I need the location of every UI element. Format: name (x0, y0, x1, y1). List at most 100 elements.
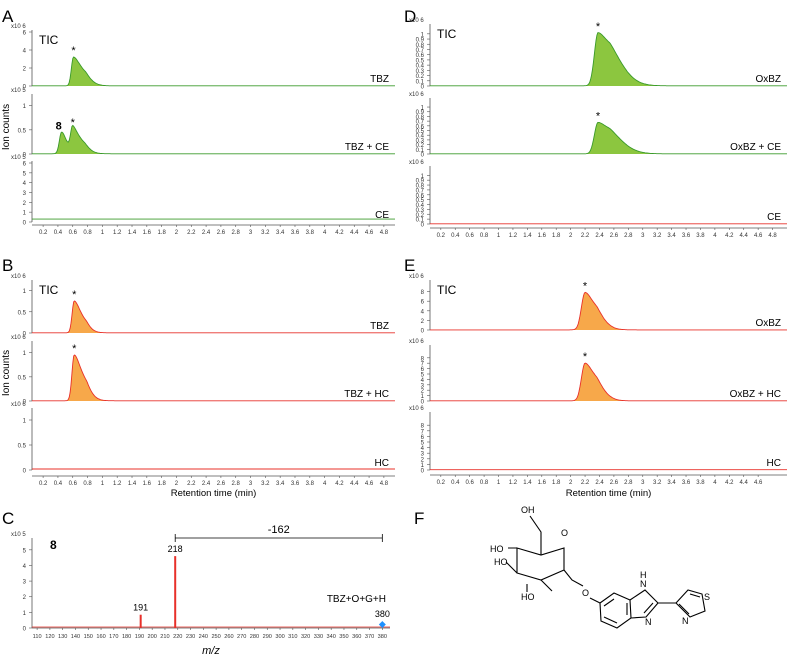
y-tick-label: 5 (421, 373, 425, 379)
x-axis-label: m/z (202, 645, 220, 657)
x-tick-label: 4.6 (365, 481, 374, 487)
x-tick-label: 0.8 (83, 230, 92, 236)
y-exponent-label: x10 6 (11, 274, 26, 280)
label-oh-ch2: OH (521, 505, 535, 515)
panel-letter-d: D (404, 7, 416, 26)
x-tick-label: 2 (175, 230, 179, 236)
x-tick-label: 2.2 (581, 480, 590, 486)
neutral-loss-label: -162 (268, 524, 290, 536)
y-tick-label: 0.8 (416, 115, 425, 121)
x-tick-label: 1.4 (523, 480, 532, 486)
y-tick-label: 0.4 (416, 203, 425, 209)
x-tick-label: 250 (211, 634, 220, 640)
y-tick-label: 1 (23, 351, 27, 357)
tic-label: TIC (39, 33, 59, 47)
x-tick-label: 150 (84, 634, 93, 640)
y-tick-label: 2 (421, 389, 425, 395)
x-tick-label: 110 (33, 634, 42, 640)
x-tick-label: 120 (45, 634, 54, 640)
y-exponent-label: x10 6 (409, 92, 424, 98)
y-tick-label: 6 (421, 300, 425, 306)
y-tick-label: 0.2 (416, 213, 425, 219)
x-tick-label: 0.6 (465, 480, 474, 486)
y-tick-label: 8 (421, 424, 425, 430)
y-tick-label: 4 (23, 49, 27, 55)
y-tick-label: 5 (421, 441, 425, 447)
panel-letter-a: A (2, 7, 14, 26)
y-tick-label: 0.7 (416, 48, 425, 54)
y-tick-label: 2 (421, 319, 425, 325)
y-tick-label: 7 (421, 362, 425, 368)
tic-label: TIC (437, 27, 457, 41)
tic-label: TIC (437, 283, 457, 297)
y-tick-label: 8 (421, 356, 425, 362)
x-tick-label: 0.2 (437, 233, 446, 239)
y-tick-label: 0.7 (416, 120, 425, 126)
x-tick-label: 4.2 (335, 481, 344, 487)
x-tick-label: 2.6 (610, 480, 619, 486)
y-exponent-label: x10 6 (409, 18, 424, 24)
trace-label: TBZ + CE (345, 142, 390, 153)
y-tick-label: 6 (421, 435, 425, 441)
y-tick-label: 0 (23, 85, 27, 91)
x-tick-label: 170 (109, 634, 118, 640)
x-tick-label: 260 (224, 634, 233, 640)
x-tick-label: 3.4 (667, 233, 676, 239)
x-tick-label: 2.8 (232, 230, 241, 236)
y-tick-label: 0 (23, 400, 27, 406)
x-tick-label: 3.2 (653, 480, 662, 486)
x-tick-label: 1.4 (128, 230, 137, 236)
y-tick-label: 1 (421, 463, 425, 469)
x-tick-label: 3 (641, 480, 645, 486)
x-tick-label: 3.6 (682, 480, 691, 486)
x-tick-label: 230 (186, 634, 195, 640)
y-tick-label: 1 (421, 394, 425, 400)
y-tick-label: 4 (421, 378, 425, 384)
x-tick-label: 2.4 (595, 233, 604, 239)
trace-label: TBZ (370, 74, 389, 85)
y-tick-label: 0.1 (416, 218, 425, 224)
chemical-structure (505, 515, 706, 629)
x-tick-label: 4.4 (740, 480, 749, 486)
x-tick-label: 2 (175, 481, 179, 487)
trace-line-oxbz-ce (430, 121, 787, 155)
x-tick-label: 290 (263, 634, 272, 640)
y-tick-label: 3 (23, 191, 27, 197)
tic-label: TIC (39, 283, 59, 297)
x-tick-label: 360 (352, 634, 361, 640)
ch2oh-bond (529, 515, 542, 555)
ms-peak-label: 191 (133, 603, 148, 613)
x-tick-label: 3.8 (696, 233, 705, 239)
x-tick-label: 200 (148, 634, 157, 640)
peak-label: 8 (56, 120, 62, 132)
x-tick-label: 2 (569, 233, 573, 239)
y-tick-label: 7 (421, 429, 425, 435)
y-tick-label: 6 (23, 31, 27, 37)
y-tick-label: 0.1 (416, 79, 425, 85)
y-tick-label: 0.3 (416, 138, 425, 144)
y-tick-label: 4 (421, 309, 425, 315)
y-tick-label: 2 (23, 595, 27, 601)
x-tick-label: 1.2 (509, 480, 518, 486)
y-tick-label: 0 (23, 153, 27, 159)
x-tick-label: 2.4 (595, 480, 604, 486)
y-tick-label: 4 (421, 446, 425, 452)
x-tick-label: 1.2 (113, 230, 122, 236)
x-tick-label: 2.6 (217, 481, 226, 487)
y-axis-label: Ion counts (1, 104, 12, 150)
peak-area-tbz-ce (32, 125, 395, 154)
x-tick-label: 1.6 (143, 230, 152, 236)
label-thiazole-s: S (704, 592, 710, 602)
y-exponent-label: x10 6 (409, 339, 424, 345)
x-tick-label: 2.4 (202, 481, 211, 487)
benzene-double-bonds (603, 598, 628, 624)
x-tick-label: 1 (497, 480, 501, 486)
y-tick-label: 1 (421, 106, 425, 112)
y-tick-label: 0.5 (18, 444, 27, 450)
x-tick-label: 1.8 (552, 233, 561, 239)
x-tick-label: 210 (160, 634, 169, 640)
